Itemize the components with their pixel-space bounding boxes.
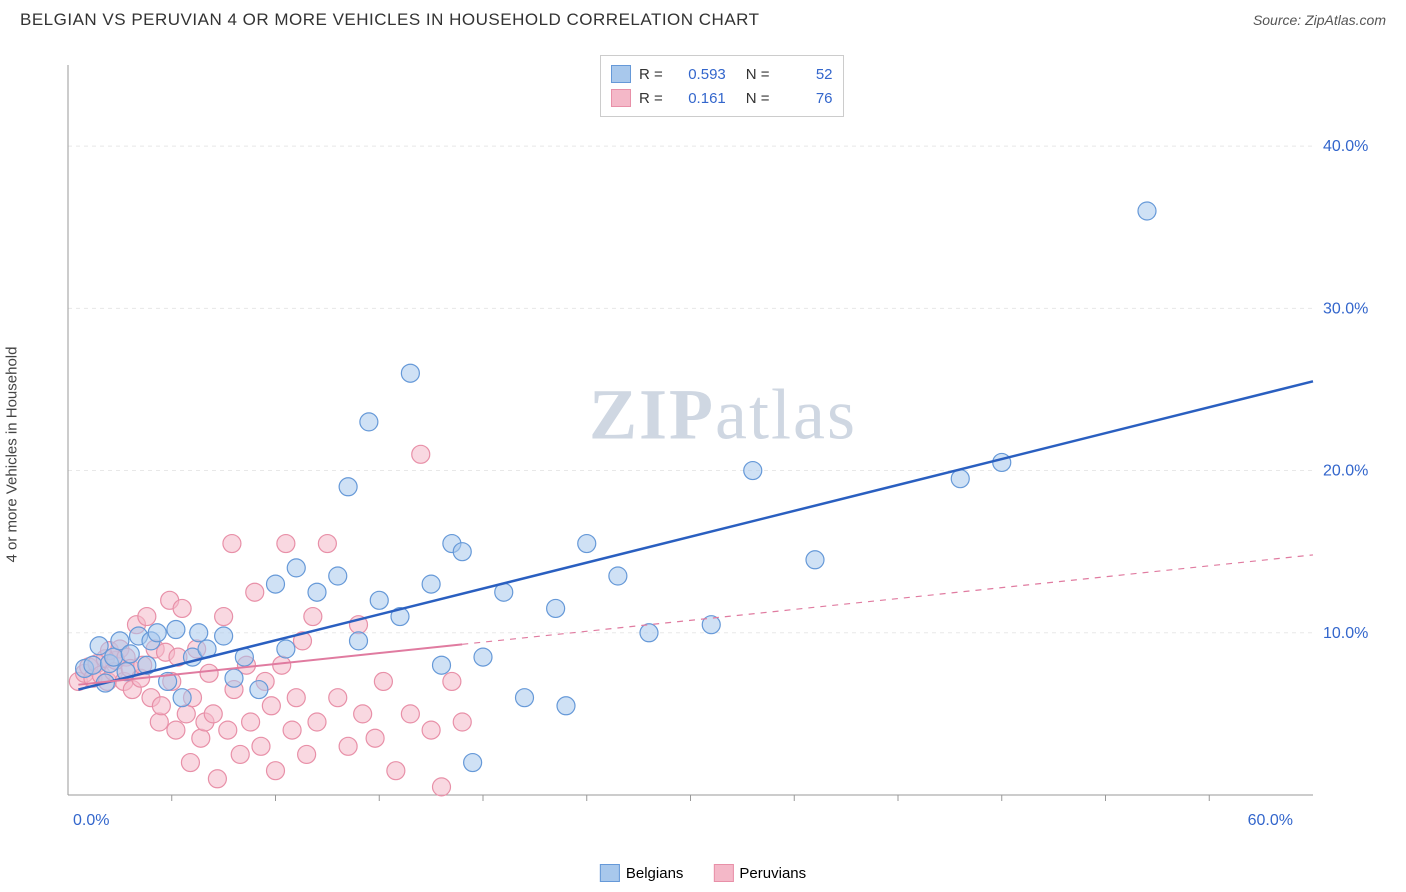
scatter-chart: 10.0% 20.0% 30.0% 40.0% 0.0% 60.0%: [58, 50, 1378, 850]
legend-n_label: N =: [746, 90, 770, 107]
chart-area: ZIPatlas 10.0%20.0%30.0%40.0%0.0%60.0%: [58, 50, 1388, 880]
series-legend-item: Peruvians: [713, 864, 806, 882]
chart-title: BELGIAN VS PERUVIAN 4 OR MORE VEHICLES I…: [20, 10, 760, 30]
legend-r_val: 0.593: [671, 66, 726, 83]
series-legend-item: Belgians: [600, 864, 684, 882]
legend-n_label: N =: [746, 66, 770, 83]
svg-text:0.0%: 0.0%: [73, 812, 109, 829]
svg-text:10.0%: 10.0%: [1323, 625, 1368, 642]
svg-text:40.0%: 40.0%: [1323, 138, 1368, 155]
legend-swatch: [611, 65, 631, 83]
y-axis-label: 4 or more Vehicles in Household: [4, 347, 21, 563]
legend-swatch: [600, 864, 620, 882]
legend-swatch: [611, 89, 631, 107]
legend-r_label: R =: [639, 66, 663, 83]
svg-text:60.0%: 60.0%: [1248, 812, 1293, 829]
svg-text:20.0%: 20.0%: [1323, 463, 1368, 480]
legend-n_val: 76: [778, 90, 833, 107]
series-legend-label: Peruvians: [739, 865, 806, 882]
title-bar: BELGIAN VS PERUVIAN 4 OR MORE VEHICLES I…: [0, 0, 1406, 35]
legend-n_val: 52: [778, 66, 833, 83]
legend-r_val: 0.161: [671, 90, 726, 107]
legend-r_label: R =: [639, 90, 663, 107]
series-legend-label: Belgians: [626, 865, 684, 882]
source-label: Source: ZipAtlas.com: [1253, 12, 1386, 28]
series-legend: Belgians Peruvians: [600, 864, 806, 882]
legend-row: R = 0.593 N = 52: [611, 62, 833, 86]
legend-swatch: [713, 864, 733, 882]
correlation-legend: R = 0.593 N = 52 R = 0.161 N = 76: [600, 55, 844, 117]
legend-row: R = 0.161 N = 76: [611, 86, 833, 110]
svg-text:30.0%: 30.0%: [1323, 300, 1368, 317]
